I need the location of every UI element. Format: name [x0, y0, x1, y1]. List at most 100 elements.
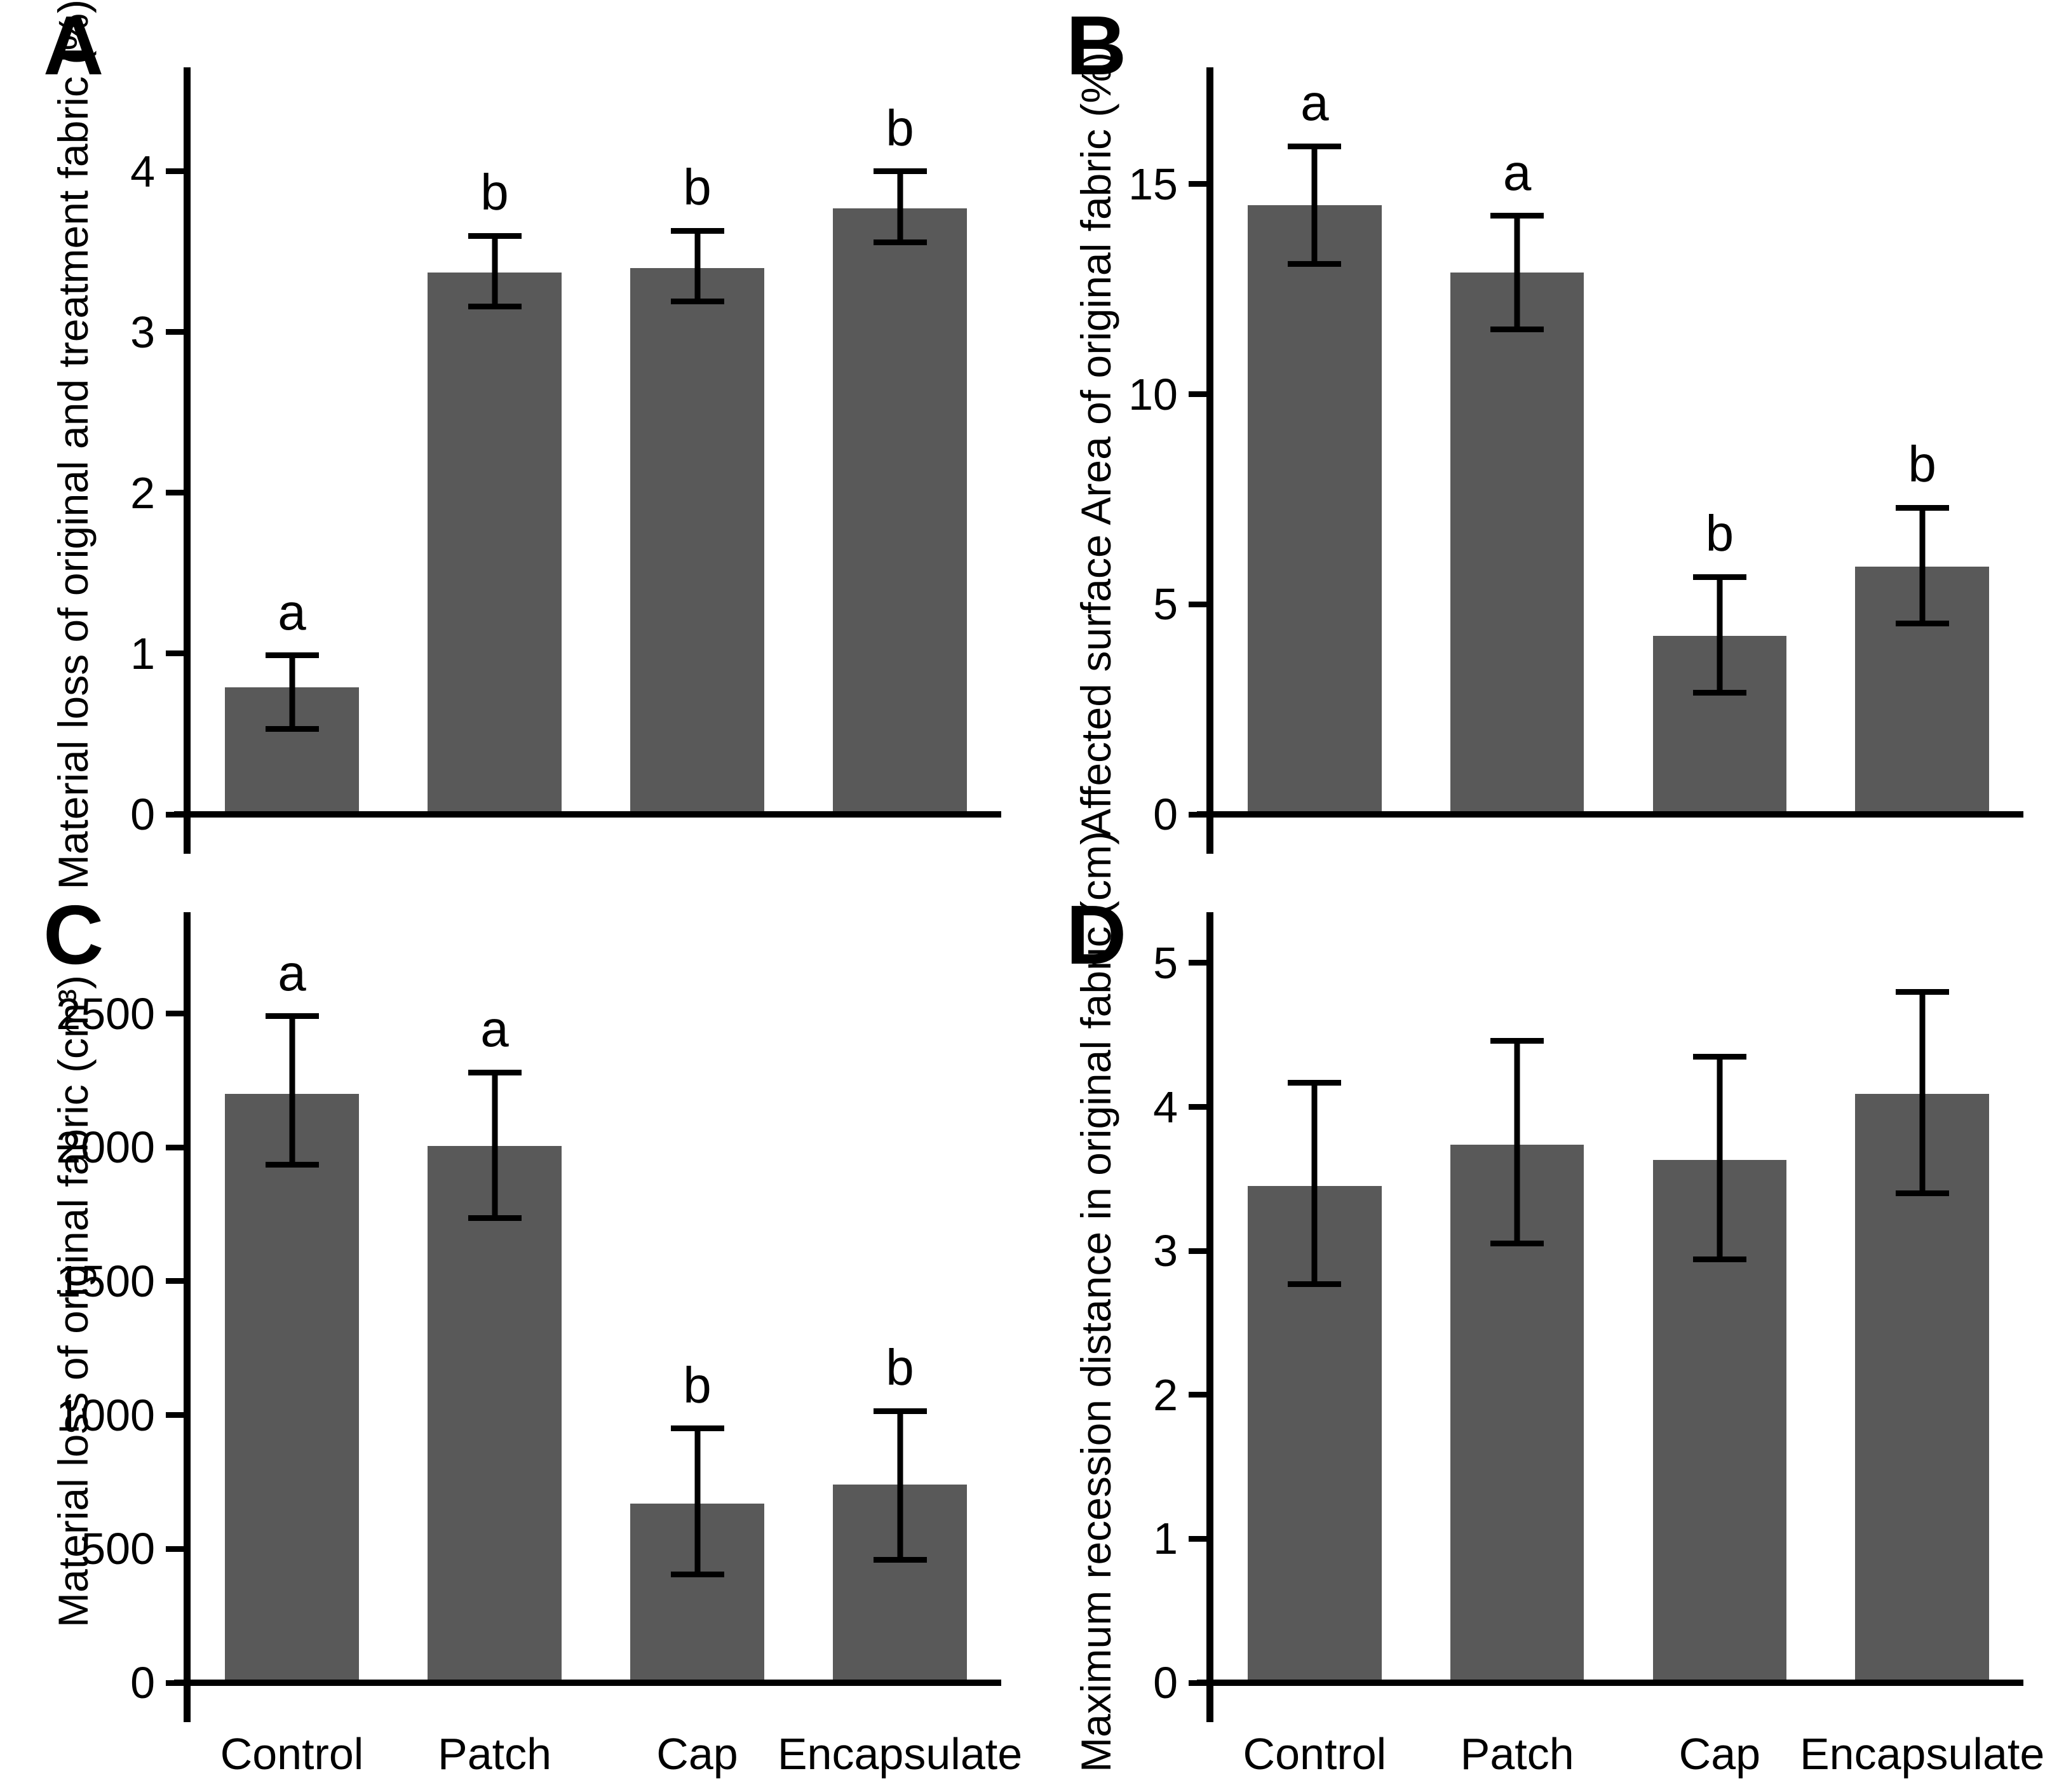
error-bar-cap-bottom — [468, 1215, 522, 1222]
y-axis-tick — [166, 1546, 184, 1552]
x-axis-line — [1197, 811, 2023, 818]
error-bar-cap-bottom — [1895, 1190, 1949, 1197]
error-bar-line — [897, 1411, 903, 1560]
y-tick-label: 1500 — [56, 1256, 155, 1306]
y-axis-label-wrap: Material loss of original and treatment … — [38, 0, 108, 890]
error-bar-cap-bottom — [1288, 1281, 1342, 1287]
y-axis-tick — [1189, 601, 1206, 607]
error-bar-cap-bottom — [873, 1556, 927, 1563]
y-tick-label: 4 — [1153, 1082, 1178, 1132]
y-tick-label: 1 — [1153, 1514, 1178, 1564]
plot-area: 0 5 10 15 a a b b — [1128, 67, 2023, 854]
bar-control — [1248, 205, 1382, 814]
y-axis-tick — [166, 1011, 184, 1016]
x-category-label: Encapsulate — [777, 1729, 1023, 1779]
y-axis-tick — [1189, 1248, 1206, 1254]
error-bar-line — [289, 655, 295, 729]
x-category-label: Cap — [656, 1729, 738, 1779]
error-bar-cap-bottom — [468, 303, 522, 309]
y-tick-label: 4 — [130, 146, 155, 196]
error-bar-cap-bottom — [265, 1162, 319, 1168]
error-bar-cap-top — [265, 652, 319, 658]
error-bar-cap-bottom — [873, 239, 927, 245]
error-bar-line — [1311, 1082, 1318, 1284]
y-axis-line — [1206, 912, 1213, 1722]
significance-letter: b — [886, 99, 914, 156]
bar-patch — [428, 1146, 562, 1683]
significance-letter: b — [480, 164, 509, 221]
y-tick-label: 2500 — [56, 988, 155, 1039]
error-bar-cap-top — [873, 1408, 927, 1414]
panel-letter: D — [1066, 888, 1127, 981]
error-bar-cap-bottom — [670, 1571, 724, 1577]
error-bar-cap-top — [1490, 213, 1544, 219]
x-category-label: Control — [220, 1729, 364, 1779]
y-axis-tick — [1189, 181, 1206, 187]
y-axis-label: Affected surface Area of original fabric… — [1072, 52, 1119, 837]
plot-area: 0 1 2 3 4 5 Control Patch Cap Encapsulate — [1153, 912, 2044, 1779]
panel-letter: C — [43, 888, 104, 981]
significance-letter: b — [886, 1339, 914, 1396]
y-tick-label: 500 — [81, 1524, 155, 1574]
y-tick-label: 3 — [130, 307, 155, 357]
y-axis-tick — [1189, 960, 1206, 966]
error-bar-cap-bottom — [1490, 1241, 1544, 1247]
y-tick-label: 1000 — [56, 1390, 155, 1440]
y-axis-tick — [166, 1144, 184, 1150]
error-bar-cap-top — [1288, 143, 1342, 149]
y-axis-tick — [166, 168, 184, 175]
y-tick-label: 0 — [1153, 1658, 1178, 1708]
error-bar-cap-top — [670, 1425, 724, 1432]
y-axis-label: Material loss of original and treatment … — [50, 0, 97, 890]
significance-letter: b — [1705, 505, 1734, 562]
y-tick-label: 0 — [130, 1658, 155, 1708]
x-category-label: Patch — [1460, 1729, 1574, 1779]
error-bar-line — [1919, 508, 1926, 624]
bar-control — [225, 1093, 359, 1683]
error-bar-cap-top — [1490, 1037, 1544, 1044]
x-axis-line — [1197, 1680, 2023, 1686]
error-bar-cap-top — [1692, 574, 1746, 580]
error-bar-line — [1919, 992, 1926, 1194]
y-axis-tick — [1189, 1392, 1206, 1398]
y-tick-label: 15 — [1128, 159, 1178, 209]
y-tick-label: 0 — [1153, 790, 1178, 839]
error-bar-cap-top — [1895, 504, 1949, 511]
error-bar-cap-top — [1692, 1053, 1746, 1060]
panel-b: B Affected surface Area of original fabri… — [1023, 0, 2045, 889]
error-bar-line — [897, 171, 903, 243]
error-bar-cap-top — [468, 1069, 522, 1075]
error-bar-line — [492, 236, 497, 307]
error-bar-cap-top — [873, 168, 927, 175]
significance-letter: b — [1908, 436, 1936, 493]
y-tick-label: 0 — [130, 790, 155, 839]
x-category-label: Patch — [438, 1729, 551, 1779]
y-axis-tick — [1189, 1104, 1206, 1110]
error-bar-line — [694, 231, 700, 302]
y-axis-line — [1206, 67, 1213, 854]
y-tick-label: 2 — [1153, 1370, 1178, 1420]
error-bar-cap-bottom — [1895, 620, 1949, 626]
y-axis-label-wrap: Affected surface Area of original fabric… — [1061, 52, 1131, 837]
y-axis-tick — [1189, 391, 1206, 398]
error-bar-line — [1717, 1056, 1723, 1260]
panel-d: D Maximum recession distance in original … — [1023, 831, 2045, 1792]
plot-area: 0 500 1000 1500 2000 2500 a Control a Patch b Cap b E… — [56, 912, 1022, 1779]
y-tick-label: 5 — [1153, 938, 1178, 988]
y-axis-line — [184, 912, 191, 1722]
error-bar-line — [1717, 577, 1723, 693]
y-axis-tick — [166, 1412, 184, 1418]
significance-letter: a — [1502, 144, 1532, 201]
error-bar-cap-bottom — [265, 726, 319, 732]
bar-cap — [630, 267, 764, 814]
error-bar-line — [1514, 215, 1520, 330]
x-axis-line — [174, 811, 1001, 818]
error-bar-line — [1514, 1041, 1520, 1244]
y-axis-tick — [166, 1278, 184, 1284]
panel-letter: A — [43, 0, 104, 92]
x-category-label: Control — [1243, 1729, 1387, 1779]
error-bar-line — [694, 1428, 700, 1575]
error-bar-cap-bottom — [1692, 689, 1746, 696]
y-axis-line — [184, 67, 191, 854]
